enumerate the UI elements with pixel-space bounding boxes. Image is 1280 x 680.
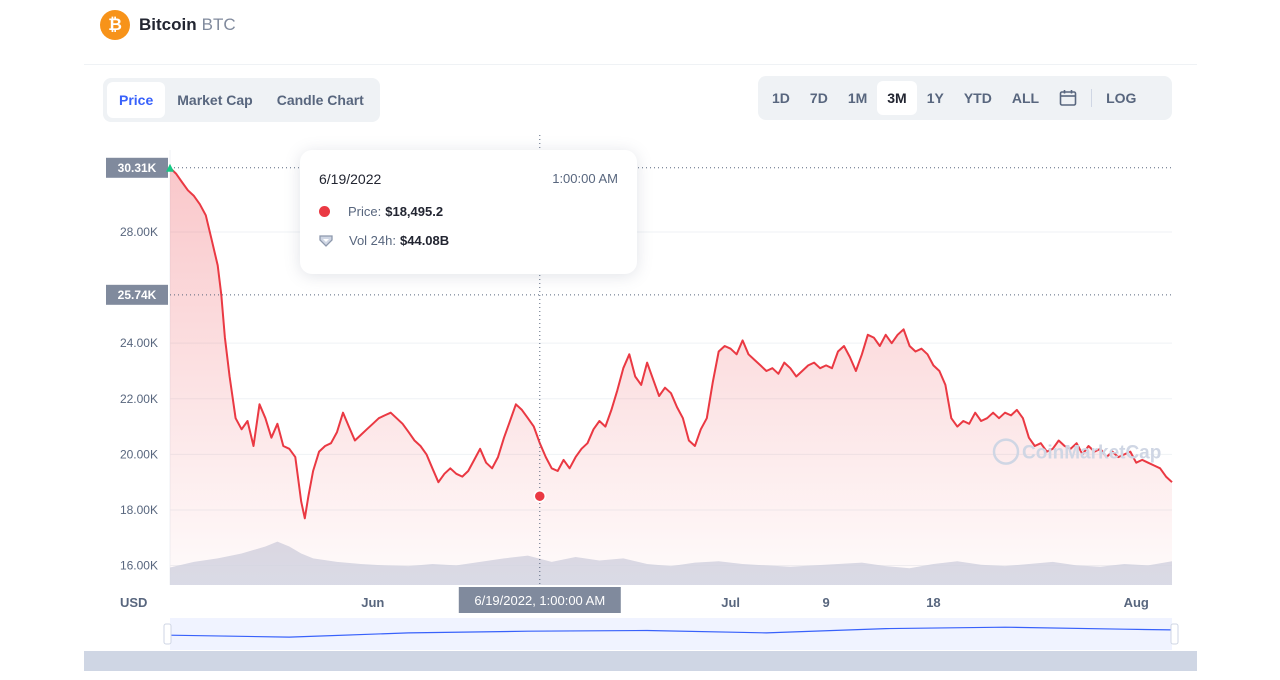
y-tick-label: 16.00K [120, 559, 158, 573]
tab-price[interactable]: Price [107, 82, 166, 118]
coin-header: ₿ Bitcoin BTC [100, 10, 236, 40]
crosshair-point [533, 489, 547, 503]
watermark-logo-icon [992, 438, 1020, 465]
coin-name: Bitcoin [139, 15, 197, 34]
navigator-right-handle [1170, 623, 1179, 645]
y-tick-label: 22.00K [120, 392, 158, 406]
tooltip-volume-label: Vol 24h: [349, 233, 396, 248]
hover-value-tag: 25.74K [118, 288, 157, 302]
y-tick-label: 18.00K [120, 503, 158, 517]
range-3m-button[interactable]: 3M [877, 81, 917, 115]
high-value-tag-bg [106, 157, 168, 178]
range-divider [1091, 89, 1093, 107]
horizontal-scrollbar[interactable] [84, 651, 1197, 671]
range-ytd-button[interactable]: YTD [963, 90, 992, 106]
high-marker-icon [166, 163, 174, 172]
price-dot-icon [319, 206, 330, 217]
volume-icon [319, 234, 333, 247]
price-area [170, 167, 1172, 586]
range-1m-button[interactable]: 1M [847, 90, 868, 106]
y-tick-label: 20.00K [120, 447, 158, 461]
navigator-left-handle [163, 623, 172, 645]
x-tick-label: Jun [361, 595, 384, 610]
y-tick-label: 28.00K [120, 225, 158, 239]
high-value-tag: 30.31K [118, 161, 157, 175]
currency-label: USD [120, 595, 147, 610]
tooltip-price-row: Price: $18,495.2 [319, 204, 443, 219]
hover-value-tag-bg [106, 284, 168, 305]
tab-market-cap[interactable]: Market Cap [177, 92, 253, 108]
chart-type-tabs: Price Market Cap Candle Chart [103, 78, 380, 122]
watermark-text: CoinMarketCap [1022, 443, 1161, 464]
range-7d-button[interactable]: 7D [809, 90, 828, 106]
price-chart[interactable]: 16.00K 18.00K 20.00K 22.00K 24.00K 28.00K 30.3… [84, 130, 1197, 650]
navigator-background [170, 618, 1172, 650]
tooltip-volume-row: Vol 24h: $44.08B [319, 233, 449, 248]
range-1y-button[interactable]: 1Y [926, 90, 944, 106]
coin-symbol: BTC [201, 15, 236, 34]
x-tick-label: Aug [1124, 595, 1149, 610]
tooltip-price-label: Price: [348, 204, 382, 219]
calendar-icon[interactable] [1049, 89, 1087, 107]
tooltip-time: 1:00:00 AM [552, 171, 618, 186]
bitcoin-logo-icon: ₿ [100, 10, 130, 40]
log-scale-button[interactable]: LOG [1106, 90, 1137, 106]
crosshair-date-tag: 6/19/2022, 1:00:00 AM [474, 593, 605, 608]
chart-tooltip: 6/19/2022 1:00:00 AM Price: $18,495.2 Vo… [300, 150, 637, 274]
range-all-button[interactable]: ALL [1011, 90, 1040, 106]
time-range-selector: 1D 7D 1M 3M 1Y YTD ALL LOG [758, 76, 1172, 120]
crosshair-date-tag-bg [458, 587, 621, 613]
tooltip-date: 6/19/2022 [319, 171, 382, 187]
y-tick-label: 24.00K [120, 336, 158, 350]
navigator-line [169, 626, 1173, 638]
x-tick-label: Jul [721, 595, 740, 610]
x-tick-label: 9 [822, 595, 829, 610]
x-tick-label: 18 [926, 595, 940, 610]
tooltip-price-value: $18,495.2 [385, 204, 444, 219]
card-divider [84, 64, 1197, 65]
price-line [169, 167, 1173, 520]
tab-candle-chart[interactable]: Candle Chart [276, 92, 364, 108]
range-1d-button[interactable]: 1D [772, 90, 790, 106]
tooltip-volume-value: $44.08B [400, 233, 450, 248]
